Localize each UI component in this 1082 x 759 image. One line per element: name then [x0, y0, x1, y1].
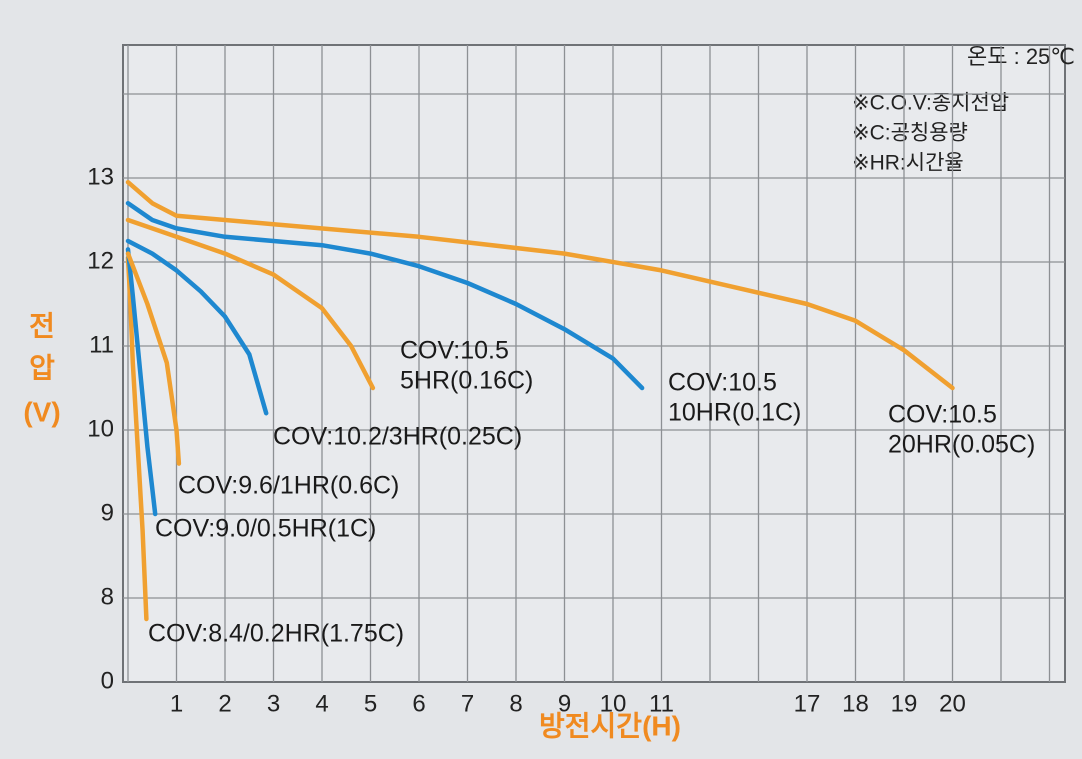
curve-label: 20HR(0.05C) [888, 431, 1035, 459]
curve-label: 5HR(0.16C) [400, 367, 533, 395]
curve-label: 10HR(0.1C) [668, 399, 801, 427]
x-tick-label: 9 [558, 690, 571, 717]
x-tick-label: 3 [267, 690, 280, 717]
x-tick-label: 17 [794, 690, 821, 717]
x-tick-label: 1 [170, 690, 183, 717]
x-tick-label: 19 [891, 690, 918, 717]
x-tick-label: 10 [600, 690, 627, 717]
x-tick-label: 18 [842, 690, 869, 717]
series-line [125, 179, 955, 391]
curve-label: COV:8.4/0.2HR(1.75C) [148, 620, 404, 648]
x-tick-label: 11 [649, 690, 674, 717]
curve-label: COV:10.5 [888, 401, 997, 429]
x-tick-label: 2 [218, 690, 231, 717]
x-tick-label: 8 [509, 690, 522, 717]
curve-label: COV:10.2/3HR(0.25C) [273, 423, 522, 451]
curve-label: COV:9.6/1HR(0.6C) [178, 472, 399, 500]
y-tick-label: 9 [101, 499, 114, 526]
plot-frame [122, 44, 1066, 683]
y-tick-label: 8 [101, 583, 114, 610]
x-tick-label: 7 [461, 690, 474, 717]
note: ※C.O.V:종지전압 [852, 92, 1009, 115]
y-axis-label: (V) [23, 396, 60, 427]
x-tick-label: 20 [939, 690, 966, 717]
series-line [125, 217, 376, 391]
x-tick-label: 4 [315, 690, 328, 717]
note: ※C:공칭용량 [852, 122, 968, 145]
series-line [125, 238, 269, 416]
curve-label: COV:10.5 [668, 369, 777, 397]
x-axis-label: 방전시간(H) [539, 710, 681, 741]
series-line [125, 200, 645, 391]
x-tick-label: 5 [364, 690, 377, 717]
y-axis-label: 압 [29, 352, 55, 383]
x-tick-label: 6 [412, 690, 425, 717]
series-line [125, 251, 182, 466]
series-line [125, 247, 158, 517]
y-tick-label: 13 [87, 163, 114, 190]
y-tick-label: 12 [87, 247, 114, 274]
series-line [125, 255, 149, 622]
y-axis-label: 전 [29, 310, 55, 341]
curve-label: COV:9.0/0.5HR(1C) [155, 515, 376, 543]
y-tick-label: 10 [87, 415, 114, 442]
y-tick-label: 11 [89, 331, 114, 358]
curve-label: COV:10.5 [400, 337, 509, 365]
y-tick-label: 0 [101, 667, 114, 694]
note: ※HR:시간율 [852, 152, 964, 175]
temperature: 온도 : 25℃ [967, 44, 1075, 69]
